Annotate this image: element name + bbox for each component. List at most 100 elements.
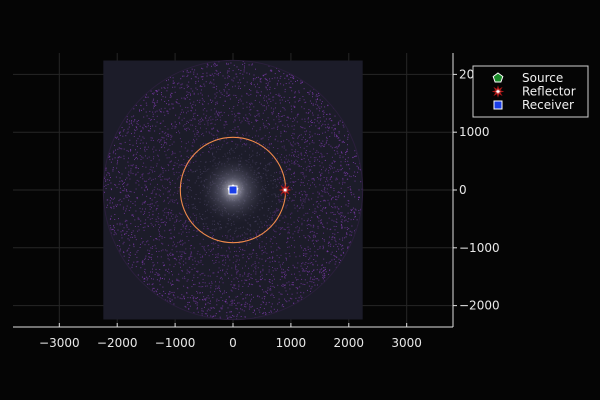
heatmap-speck <box>262 313 264 315</box>
heatmap-speck <box>127 150 129 152</box>
heatmap-speck <box>167 214 169 216</box>
heatmap-speck <box>199 169 201 171</box>
heatmap-speck <box>301 159 303 160</box>
heatmap-speck <box>264 279 266 281</box>
heatmap-speck <box>225 259 227 261</box>
heatmap-speck <box>291 160 293 162</box>
heatmap-speck <box>169 291 171 292</box>
heatmap-speck <box>322 277 324 279</box>
heatmap-speck <box>149 197 151 199</box>
heatmap-speck <box>136 142 137 144</box>
heatmap-speck <box>268 123 270 125</box>
heatmap-speck <box>181 87 183 89</box>
heatmap-speck <box>323 232 324 234</box>
heatmap-speck <box>347 187 349 189</box>
heatmap-speck <box>284 125 286 127</box>
heatmap-speck <box>135 165 137 167</box>
heatmap-speck <box>142 194 143 196</box>
heatmap-speck <box>267 163 269 165</box>
heatmap-speck <box>242 286 244 287</box>
heatmap-speck <box>142 142 144 144</box>
heatmap-speck <box>249 106 251 108</box>
heatmap-speck <box>284 88 286 90</box>
heatmap-speck <box>280 190 282 192</box>
heatmap-speck <box>212 128 214 130</box>
heatmap-speck <box>329 269 330 271</box>
heatmap-speck <box>129 139 131 141</box>
heatmap-speck <box>257 76 259 78</box>
heatmap-speck <box>155 149 157 151</box>
heatmap-speck <box>315 101 317 103</box>
heatmap-speck <box>309 110 311 112</box>
heatmap-speck <box>188 81 190 83</box>
heatmap-speck <box>273 96 275 98</box>
heatmap-speck <box>259 285 261 287</box>
heatmap-speck <box>181 109 183 111</box>
heatmap-speck <box>299 255 301 257</box>
heatmap-speck <box>192 142 194 144</box>
heatmap-speck <box>229 259 231 261</box>
heatmap-speck <box>303 255 305 256</box>
heatmap-speck <box>197 131 199 133</box>
heatmap-speck <box>220 227 222 229</box>
heatmap-speck <box>245 233 247 235</box>
heatmap-speck <box>283 147 285 149</box>
heatmap-speck <box>143 278 145 280</box>
heatmap-speck <box>160 179 162 181</box>
heatmap-speck <box>164 133 166 135</box>
heatmap-speck <box>233 287 235 289</box>
heatmap-speck <box>213 86 215 88</box>
heatmap-speck <box>186 86 188 88</box>
heatmap-speck <box>235 307 237 309</box>
heatmap-speck <box>314 208 316 210</box>
heatmap-speck <box>233 77 235 79</box>
heatmap-speck <box>330 145 332 147</box>
heatmap-speck <box>287 116 289 118</box>
heatmap-speck <box>151 199 153 201</box>
heatmap-speck <box>175 246 177 248</box>
heatmap-speck <box>187 110 189 112</box>
heatmap-speck <box>169 194 171 196</box>
heatmap-speck <box>233 278 235 280</box>
heatmap-speck <box>153 156 155 158</box>
heatmap-speck <box>267 289 269 291</box>
heatmap-speck <box>253 249 255 251</box>
heatmap-speck <box>171 284 172 286</box>
heatmap-speck <box>190 253 192 255</box>
heatmap-speck <box>135 157 137 158</box>
heatmap-speck <box>125 232 127 234</box>
heatmap-speck <box>169 161 171 163</box>
heatmap-speck <box>169 160 171 162</box>
heatmap-speck <box>283 306 285 308</box>
heatmap-speck <box>315 99 317 101</box>
heatmap-speck <box>174 229 175 231</box>
heatmap-speck <box>256 161 258 163</box>
heatmap-speck <box>209 132 211 134</box>
heatmap-speck <box>200 154 202 156</box>
heatmap-speck <box>354 180 356 182</box>
heatmap-speck <box>207 295 209 297</box>
heatmap-speck <box>197 222 199 224</box>
heatmap-speck <box>184 252 185 254</box>
heatmap-speck <box>341 221 343 223</box>
heatmap-speck <box>104 176 106 178</box>
heatmap-speck <box>269 144 271 146</box>
heatmap-speck <box>208 151 210 152</box>
heatmap-speck <box>294 96 296 98</box>
heatmap-speck <box>215 63 216 65</box>
heatmap-speck <box>124 141 126 143</box>
heatmap-speck <box>301 106 303 108</box>
heatmap-speck <box>257 223 259 225</box>
heatmap-speck <box>222 293 223 295</box>
heatmap-speck <box>225 86 227 88</box>
heatmap-speck <box>218 145 219 147</box>
heatmap-speck <box>184 165 186 167</box>
heatmap-speck <box>199 171 201 173</box>
heatmap-speck <box>292 284 294 286</box>
heatmap-speck <box>184 227 186 229</box>
heatmap-speck <box>204 218 206 220</box>
heatmap-speck <box>309 100 311 102</box>
heatmap-speck <box>256 95 257 97</box>
heatmap-speck <box>268 301 270 303</box>
heatmap-speck <box>125 189 127 191</box>
